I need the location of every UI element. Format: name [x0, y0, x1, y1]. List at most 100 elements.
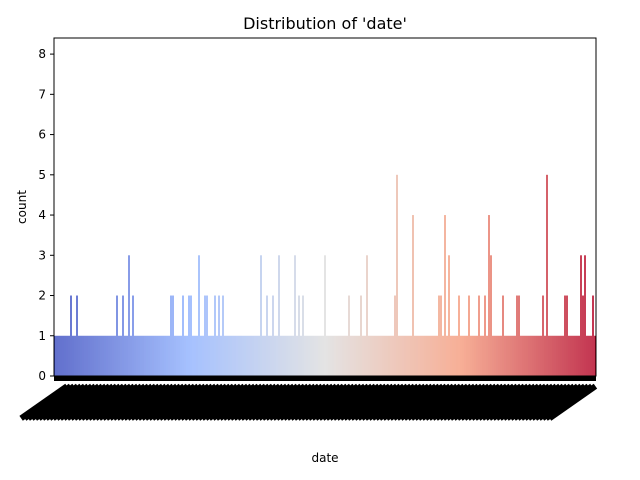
- bar: [564, 295, 566, 376]
- bar: [336, 335, 338, 376]
- bar: [428, 335, 430, 376]
- bar: [92, 335, 94, 376]
- bar: [552, 335, 554, 376]
- bar: [424, 335, 426, 376]
- bar: [332, 335, 334, 376]
- bar: [54, 335, 56, 376]
- bar: [412, 215, 414, 376]
- bar: [74, 335, 76, 376]
- bar: [58, 335, 60, 376]
- bar: [408, 335, 410, 376]
- bar: [318, 335, 320, 376]
- bar: [180, 335, 182, 376]
- bar: [362, 335, 364, 376]
- x-tick-labels: [19, 376, 598, 421]
- bar: [438, 295, 440, 376]
- bar: [504, 335, 506, 376]
- bar: [342, 335, 344, 376]
- bar: [306, 335, 308, 376]
- bar: [168, 335, 170, 376]
- bar: [422, 335, 424, 376]
- bar: [254, 335, 256, 376]
- bar: [590, 335, 592, 376]
- bar: [198, 255, 200, 376]
- bar: [220, 335, 222, 376]
- bar: [498, 335, 500, 376]
- bar: [348, 295, 350, 376]
- bar: [354, 335, 356, 376]
- bar: [134, 335, 136, 376]
- bar: [352, 335, 354, 376]
- bar: [324, 255, 326, 376]
- bar: [458, 295, 460, 376]
- bar: [382, 335, 384, 376]
- bar: [494, 335, 496, 376]
- bar: [492, 335, 494, 376]
- bar: [138, 335, 140, 376]
- bar: [60, 335, 62, 376]
- bar: [170, 295, 172, 376]
- plot-frame: [53, 37, 597, 377]
- bar: [236, 335, 238, 376]
- bar: [252, 335, 254, 376]
- bar: [68, 335, 70, 376]
- bar: [502, 295, 504, 376]
- bar: [186, 335, 188, 376]
- bar: [584, 255, 586, 376]
- bar: [374, 335, 376, 376]
- bar: [530, 335, 532, 376]
- bar: [456, 335, 458, 376]
- bar: [296, 335, 298, 376]
- chart-title: Distribution of 'date': [243, 14, 407, 33]
- bar: [444, 215, 446, 376]
- bar: [118, 335, 120, 376]
- bar: [314, 335, 316, 376]
- bar: [192, 335, 194, 376]
- bar: [96, 335, 98, 376]
- y-tick-label: 6: [38, 128, 46, 142]
- bar: [562, 335, 564, 376]
- bar: [592, 295, 594, 376]
- bar: [176, 335, 178, 376]
- bar: [334, 335, 336, 376]
- bar: [158, 335, 160, 376]
- bar: [538, 335, 540, 376]
- bar: [452, 335, 454, 376]
- bar: [280, 335, 282, 376]
- bar: [482, 335, 484, 376]
- bar: [292, 335, 294, 376]
- bar: [130, 335, 132, 376]
- bar: [268, 335, 270, 376]
- bar: [190, 295, 192, 376]
- bar: [162, 335, 164, 376]
- bar: [238, 335, 240, 376]
- bar: [344, 335, 346, 376]
- bar: [212, 335, 214, 376]
- bar: [368, 335, 370, 376]
- bar: [350, 335, 352, 376]
- bar: [274, 335, 276, 376]
- bar: [372, 335, 374, 376]
- bar: [508, 335, 510, 376]
- bar: [230, 335, 232, 376]
- bar: [402, 335, 404, 376]
- bar: [310, 335, 312, 376]
- bar: [320, 335, 322, 376]
- bar: [208, 335, 210, 376]
- y-tick-label: 8: [38, 47, 46, 61]
- bar: [446, 335, 448, 376]
- bar: [64, 335, 66, 376]
- bar: [116, 295, 118, 376]
- bar: [78, 335, 80, 376]
- y-axis-label: count: [15, 190, 29, 224]
- bar: [246, 335, 248, 376]
- bar: [330, 335, 332, 376]
- bar: [364, 335, 366, 376]
- bar: [578, 335, 580, 376]
- bar: [416, 335, 418, 376]
- bar: [124, 335, 126, 376]
- bar: [400, 335, 402, 376]
- bar: [326, 335, 328, 376]
- bar: [556, 335, 558, 376]
